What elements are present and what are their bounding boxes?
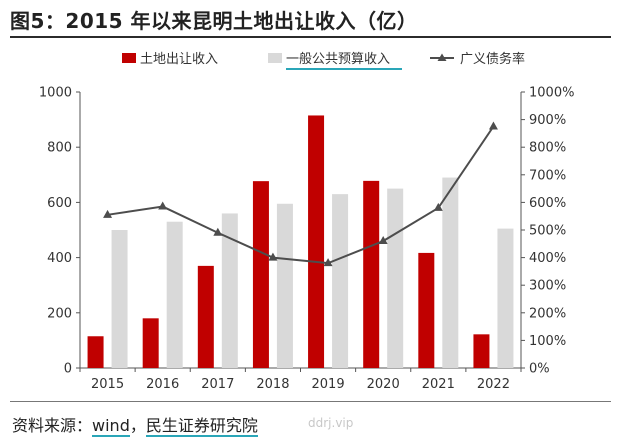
bar-budget-2022 bbox=[497, 228, 514, 368]
y-tick-label-right: 1000% bbox=[529, 86, 574, 101]
bar-budget-2016 bbox=[166, 221, 183, 368]
watermark: ddrj.vip bbox=[308, 416, 354, 430]
bar-group bbox=[87, 115, 514, 369]
ratio-marker-2019 bbox=[323, 258, 333, 267]
source-divider bbox=[10, 401, 611, 402]
bar-budget-2021 bbox=[442, 177, 459, 368]
ratio-marker-2017 bbox=[213, 227, 223, 236]
ratio-marker-2018 bbox=[268, 252, 278, 261]
ratio-line bbox=[107, 125, 495, 265]
x-tick-label: 2016 bbox=[146, 377, 179, 392]
source-note: 资料来源：wind，民生证券研究院 bbox=[12, 412, 258, 437]
legend-swatch-budget bbox=[268, 53, 282, 63]
bar-budget-2015 bbox=[111, 230, 128, 368]
bar-budget-2017 bbox=[221, 213, 238, 368]
y-tick-label-right: 700% bbox=[529, 168, 566, 183]
chart-title: 图5：2015 年以来昆明土地出让收入（亿） bbox=[10, 9, 418, 33]
title-bar: 图5：2015 年以来昆明土地出让收入（亿） bbox=[0, 0, 621, 42]
chart: 土地出让收入 一般公共预算收入 广义债务率 020040060080010000… bbox=[39, 51, 575, 393]
x-tick-label: 2015 bbox=[91, 377, 124, 392]
x-tick-label: 2019 bbox=[312, 377, 345, 392]
bar-land-2018 bbox=[252, 181, 269, 368]
legend-swatch-land bbox=[122, 53, 136, 63]
source-separator: ， bbox=[129, 416, 146, 435]
x-tick-label: 2022 bbox=[477, 377, 510, 392]
y-tick-label-right: 800% bbox=[529, 141, 566, 156]
ratio-marker-2016 bbox=[158, 201, 168, 210]
legend-label-land: 土地出让收入 bbox=[140, 52, 218, 67]
x-tick-label: 2021 bbox=[422, 377, 455, 392]
ratio-marker-2022 bbox=[488, 121, 498, 130]
y-tick-label-left: 400 bbox=[47, 251, 72, 266]
chart-axes: 0 200 400 600 800 1000 0% 100% 200% 300% 400% 500% 6… bbox=[39, 86, 575, 393]
bar-land-2022 bbox=[473, 334, 490, 368]
y-tick-label-right: 100% bbox=[529, 334, 566, 349]
y-tick-label-left: 800 bbox=[47, 141, 72, 156]
source-org: 民生证券研究院 bbox=[145, 416, 258, 437]
ratio-marker-2021 bbox=[433, 202, 443, 211]
x-tick-label: 2017 bbox=[201, 377, 234, 392]
legend-label-budget: 一般公共预算收入 bbox=[286, 51, 390, 67]
bar-land-2017 bbox=[197, 265, 214, 368]
bar-land-2021 bbox=[418, 252, 435, 368]
ratio-marker-2020 bbox=[378, 236, 388, 245]
bar-budget-2019 bbox=[332, 194, 349, 368]
bar-land-2015 bbox=[87, 336, 104, 368]
y-tick-label-left: 1000 bbox=[39, 86, 72, 101]
bar-land-2020 bbox=[363, 180, 380, 368]
ratio-marker-2015 bbox=[103, 209, 113, 218]
bar-budget-2018 bbox=[276, 203, 293, 368]
y-tick-label-right: 300% bbox=[529, 279, 566, 294]
ratio-line-group bbox=[103, 121, 498, 267]
bar-land-2019 bbox=[308, 115, 325, 369]
y-tick-label-left: 600 bbox=[47, 196, 72, 211]
y-tick-label-right: 400% bbox=[529, 251, 566, 266]
legend-marker-ratio bbox=[437, 53, 447, 61]
bar-land-2016 bbox=[142, 318, 159, 368]
title-divider bbox=[10, 36, 611, 38]
bar-budget-2020 bbox=[387, 188, 404, 368]
x-tick-label: 2020 bbox=[367, 377, 400, 392]
chart-legend: 土地出让收入 一般公共预算收入 广义债务率 bbox=[122, 51, 525, 70]
y-tick-label-right: 0% bbox=[529, 362, 550, 377]
y-tick-label-right: 600% bbox=[529, 196, 566, 211]
source-wind: wind bbox=[92, 416, 130, 437]
x-tick-label: 2018 bbox=[256, 377, 289, 392]
y-tick-label-right: 900% bbox=[529, 113, 566, 128]
source-prefix: 资料来源： bbox=[12, 416, 93, 435]
legend-label-ratio: 广义债务率 bbox=[460, 51, 525, 67]
y-tick-label-right: 200% bbox=[529, 306, 566, 321]
y-tick-label-right: 500% bbox=[529, 224, 566, 239]
y-tick-label-left: 200 bbox=[47, 306, 72, 321]
y-tick-label-left: 0 bbox=[64, 362, 72, 377]
